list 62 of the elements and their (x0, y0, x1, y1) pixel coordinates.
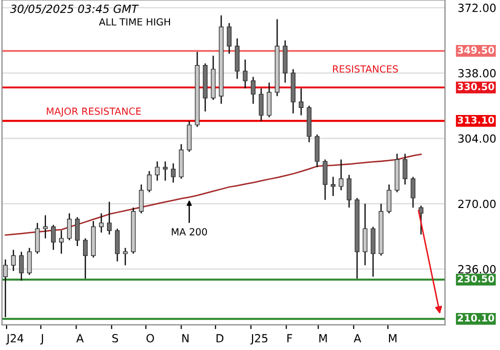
candlestick (170, 162, 176, 184)
x-tick-label: J25 (250, 334, 268, 344)
candlestick (346, 174, 352, 208)
candlestick (242, 58, 248, 90)
candlestick (266, 82, 272, 118)
candlestick (146, 170, 152, 193)
candlestick (51, 224, 56, 250)
x-tick-label: M (389, 334, 396, 342)
annotation: ALL TIME HIGH (98, 18, 170, 26)
ref-line-label: 313.10 (458, 116, 494, 124)
candlestick (11, 249, 16, 272)
candlestick (362, 203, 368, 266)
x-tick-label: A (354, 334, 362, 342)
candlestick (338, 158, 344, 191)
candlestick (106, 201, 112, 236)
candlestick (83, 238, 88, 280)
candlestick (114, 228, 120, 262)
candlestick (59, 230, 64, 254)
annotation: 30/05/2025 03:45 GMT (10, 4, 139, 14)
y-tick-label: 304.00 (458, 134, 496, 143)
candlestick (162, 160, 168, 182)
candlestick (75, 216, 80, 247)
x-tick-label: J24 (6, 334, 24, 344)
candlestick (322, 158, 328, 200)
candlestick (27, 247, 32, 276)
candlestick (19, 251, 24, 282)
y-tick-label: 372.00 (458, 4, 496, 12)
annotation: RESISTANCES (333, 65, 398, 73)
ref-line-label: 230.50 (458, 275, 494, 282)
x-tick-label: N (182, 334, 188, 342)
y-tick-label: 270.00 (458, 200, 496, 208)
ref-line-label: 210.10 (458, 314, 494, 322)
candlestick (298, 88, 304, 116)
ref-line-label: 349.50 (458, 46, 494, 54)
candlestick (138, 184, 144, 214)
candlestick (410, 176, 416, 208)
candlestick (67, 212, 72, 241)
text: MA 200 (172, 228, 207, 236)
candlestick (226, 22, 232, 54)
candlestick (258, 88, 264, 122)
y-tick-label: 236.00 (458, 265, 496, 274)
candlestick (386, 184, 392, 214)
x-tick-label: O (146, 334, 154, 342)
x-tick-label: D (216, 334, 224, 342)
ref-line-label: 330.50 (458, 82, 494, 90)
y-tick-label: 338.00 (458, 69, 496, 78)
candlestick (35, 222, 40, 254)
candlestick (98, 212, 104, 234)
x-tick-label: S (112, 334, 118, 342)
candlestick (402, 153, 408, 186)
candlestick (43, 214, 48, 239)
candlestick (330, 176, 336, 197)
x-tick-label: F (287, 334, 292, 342)
candlestick (418, 205, 424, 236)
x-tick-label: J (40, 334, 44, 344)
candlestick (154, 160, 160, 182)
x-tick-label: M (319, 334, 327, 342)
candlestick (250, 76, 256, 104)
candlestick (122, 247, 128, 266)
x-tick-label: A (76, 334, 84, 342)
annotation: MAJOR RESISTANCE (46, 108, 141, 117)
candlestick (3, 258, 8, 318)
